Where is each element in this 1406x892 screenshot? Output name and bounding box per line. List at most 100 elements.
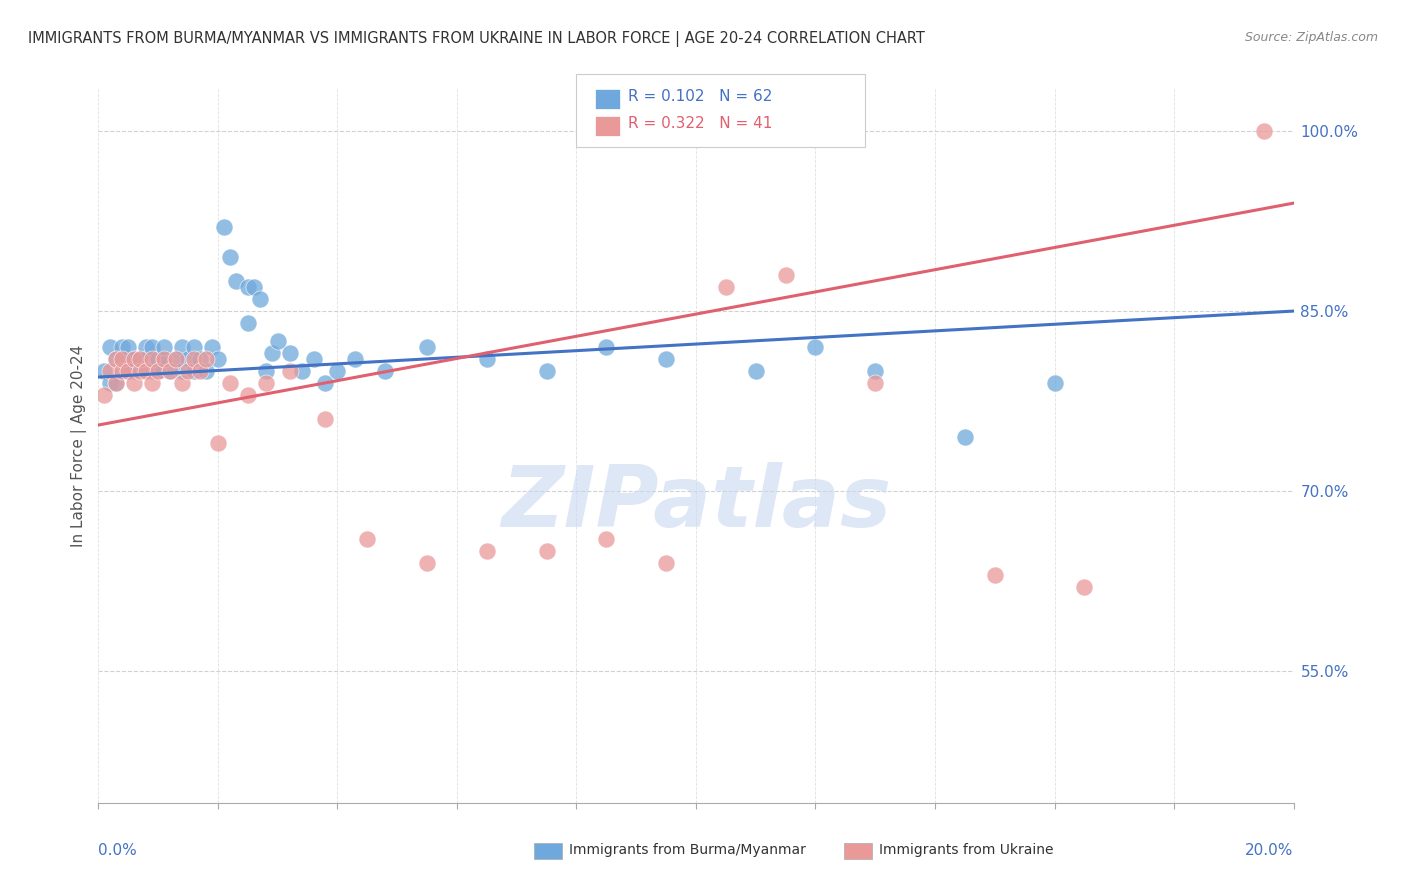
Point: [249, 292, 271, 306]
Point: [124, 364, 146, 378]
Point: [117, 364, 139, 378]
Point: [1043, 376, 1066, 390]
Point: [183, 340, 205, 354]
Text: IMMIGRANTS FROM BURMA/MYANMAR VS IMMIGRANTS FROM UKRAINE IN LABOR FORCE | AGE 20: IMMIGRANTS FROM BURMA/MYANMAR VS IMMIGRA…: [28, 31, 925, 47]
Point: [148, 364, 170, 378]
Point: [117, 352, 139, 367]
Point: [165, 352, 187, 367]
Text: 20.0%: 20.0%: [1246, 843, 1294, 858]
Point: [745, 364, 768, 378]
Point: [172, 340, 194, 354]
Text: 0.0%: 0.0%: [98, 843, 138, 858]
Point: [153, 352, 176, 367]
Point: [207, 436, 229, 450]
Point: [475, 352, 498, 367]
Point: [141, 364, 163, 378]
Point: [98, 364, 122, 378]
Point: [105, 352, 128, 367]
Point: [475, 544, 498, 558]
Point: [356, 532, 378, 546]
Point: [93, 364, 115, 378]
Y-axis label: In Labor Force | Age 20-24: In Labor Force | Age 20-24: [72, 345, 87, 547]
Point: [129, 364, 152, 378]
Point: [129, 352, 152, 367]
Point: [183, 352, 205, 367]
Point: [536, 364, 558, 378]
Point: [236, 280, 259, 294]
Point: [201, 340, 224, 354]
Point: [105, 376, 128, 390]
Point: [315, 376, 337, 390]
Point: [153, 352, 176, 367]
Point: [148, 364, 170, 378]
Point: [129, 364, 152, 378]
Point: [984, 568, 1007, 582]
Text: Immigrants from Burma/Myanmar: Immigrants from Burma/Myanmar: [569, 843, 806, 857]
Point: [111, 340, 134, 354]
Point: [188, 364, 211, 378]
Point: [124, 352, 146, 367]
Point: [416, 556, 439, 570]
Point: [326, 364, 349, 378]
Point: [1073, 580, 1095, 594]
Text: R = 0.102   N = 62: R = 0.102 N = 62: [628, 89, 773, 104]
Text: ZIPatlas: ZIPatlas: [501, 461, 891, 545]
Point: [1253, 124, 1275, 138]
Point: [117, 340, 139, 354]
Point: [98, 376, 122, 390]
Point: [153, 340, 176, 354]
Point: [135, 364, 157, 378]
Point: [111, 352, 134, 367]
Point: [124, 376, 146, 390]
Point: [315, 412, 337, 426]
Point: [278, 346, 301, 360]
Point: [804, 340, 827, 354]
Point: [172, 376, 194, 390]
Point: [219, 376, 242, 390]
Point: [865, 364, 887, 378]
Point: [595, 340, 617, 354]
Point: [141, 352, 163, 367]
Point: [177, 364, 200, 378]
Point: [129, 352, 152, 367]
Point: [148, 352, 170, 367]
Point: [219, 250, 242, 264]
Point: [159, 364, 181, 378]
Point: [111, 352, 134, 367]
Text: Immigrants from Ukraine: Immigrants from Ukraine: [879, 843, 1053, 857]
Point: [172, 364, 194, 378]
Point: [267, 334, 290, 348]
Point: [291, 364, 314, 378]
Point: [105, 352, 128, 367]
Point: [135, 340, 157, 354]
Point: [111, 364, 134, 378]
Point: [177, 352, 200, 367]
Point: [105, 376, 128, 390]
Point: [243, 280, 266, 294]
Point: [344, 352, 367, 367]
Point: [595, 532, 617, 546]
Point: [236, 316, 259, 330]
Point: [278, 364, 301, 378]
Text: R = 0.322   N = 41: R = 0.322 N = 41: [628, 116, 773, 131]
Point: [141, 340, 163, 354]
Point: [254, 364, 277, 378]
Text: Source: ZipAtlas.com: Source: ZipAtlas.com: [1244, 31, 1378, 45]
Point: [416, 340, 439, 354]
Point: [536, 544, 558, 558]
Point: [374, 364, 396, 378]
Point: [254, 376, 277, 390]
Point: [93, 388, 115, 402]
Point: [260, 346, 283, 360]
Point: [117, 364, 139, 378]
Point: [165, 352, 187, 367]
Point: [212, 220, 235, 235]
Point: [225, 274, 247, 288]
Point: [775, 268, 797, 282]
Point: [124, 352, 146, 367]
Point: [141, 376, 163, 390]
Point: [135, 352, 157, 367]
Point: [111, 364, 134, 378]
Point: [865, 376, 887, 390]
Point: [207, 352, 229, 367]
